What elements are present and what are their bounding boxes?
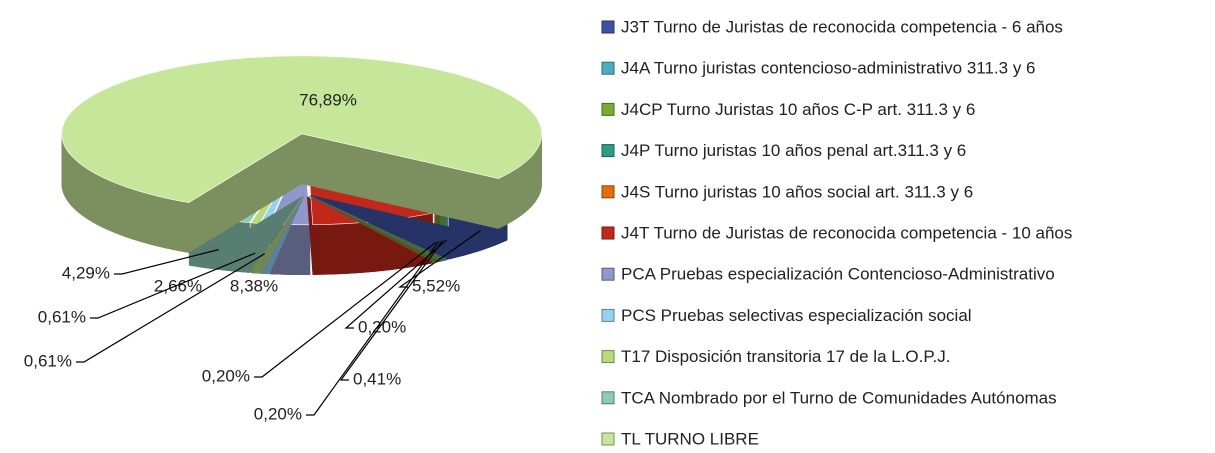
legend-label: TL TURNO LIBRE: [621, 429, 759, 448]
legend-swatch: [601, 61, 615, 75]
legend-label: J4T Turno de Juristas de reconocida comp…: [621, 223, 1072, 242]
legend-swatch: [601, 102, 615, 116]
legend-label: J4S Turno juristas 10 años social art. 3…: [621, 182, 973, 201]
legend-label: J4P Turno juristas 10 años penal art.311…: [621, 141, 966, 160]
data-label: 2,66%: [154, 276, 202, 295]
leader-line: [339, 240, 443, 381]
data-label: 0,41%: [353, 369, 401, 388]
legend-label: J4A Turno juristas contencioso-administr…: [621, 59, 1036, 78]
legend-swatch: [601, 20, 615, 34]
legend-swatch: [601, 226, 615, 240]
leader-line: [344, 239, 447, 329]
data-label: 0,20%: [202, 366, 250, 385]
legend-swatch: [601, 391, 615, 405]
leader-line: [306, 241, 439, 416]
leader-line: [114, 249, 219, 275]
legend-swatch: [601, 432, 615, 446]
data-label: 0,20%: [254, 404, 302, 423]
data-label: 8,38%: [230, 276, 278, 295]
leader-line: [254, 241, 437, 378]
data-label: 0,20%: [358, 317, 406, 336]
legend-swatch: [601, 267, 615, 281]
data-label: 76,89%: [299, 90, 357, 109]
legend-label: T17 Disposición transitoria 17 de la L.O…: [621, 347, 950, 366]
legend-swatch: [601, 308, 615, 322]
legend-label: PCA Pruebas especialización Contencioso-…: [621, 265, 1055, 284]
legend-label: J4CP Turno Juristas 10 años C-P art. 311…: [621, 100, 975, 119]
data-label: 0,61%: [24, 351, 72, 370]
legend-label: TCA Nombrado por el Turno de Comunidades…: [621, 388, 1057, 407]
legend-label: PCS Pruebas selectivas especialización s…: [621, 306, 972, 325]
data-label: 5,52%: [412, 276, 460, 295]
legend-swatch: [601, 350, 615, 364]
legend-swatch: [601, 185, 615, 199]
data-label: 4,29%: [62, 263, 110, 282]
leader-line: [76, 253, 265, 363]
legend-swatch: [601, 144, 615, 158]
legend-label: J3T Turno de Juristas de reconocida comp…: [621, 17, 1063, 36]
slice: [61, 55, 542, 203]
data-label: 0,61%: [38, 307, 86, 326]
leader-line: [90, 252, 256, 319]
